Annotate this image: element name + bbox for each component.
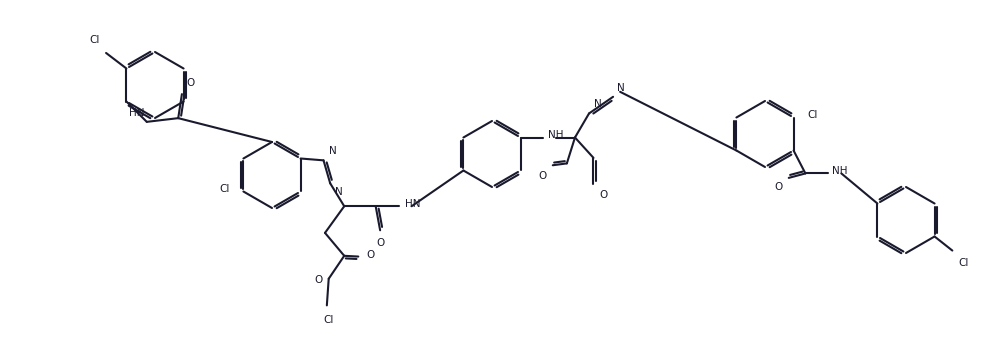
Text: Cl: Cl [90,35,100,45]
Text: N: N [617,83,625,93]
Text: O: O [538,171,547,181]
Text: Cl: Cl [324,315,334,325]
Text: HN: HN [129,108,145,118]
Text: O: O [186,78,194,88]
Text: O: O [366,249,375,260]
Text: N: N [336,187,343,197]
Text: O: O [315,275,323,285]
Text: NH: NH [832,167,848,176]
Text: N: N [594,100,602,109]
Text: Cl: Cl [808,110,818,121]
Text: HN: HN [404,199,420,209]
Text: Cl: Cl [219,185,229,194]
Text: Cl: Cl [958,257,968,268]
Text: NH: NH [548,130,563,140]
Text: N: N [329,146,337,156]
Text: O: O [774,182,782,192]
Text: O: O [599,190,608,200]
Text: O: O [376,238,385,248]
